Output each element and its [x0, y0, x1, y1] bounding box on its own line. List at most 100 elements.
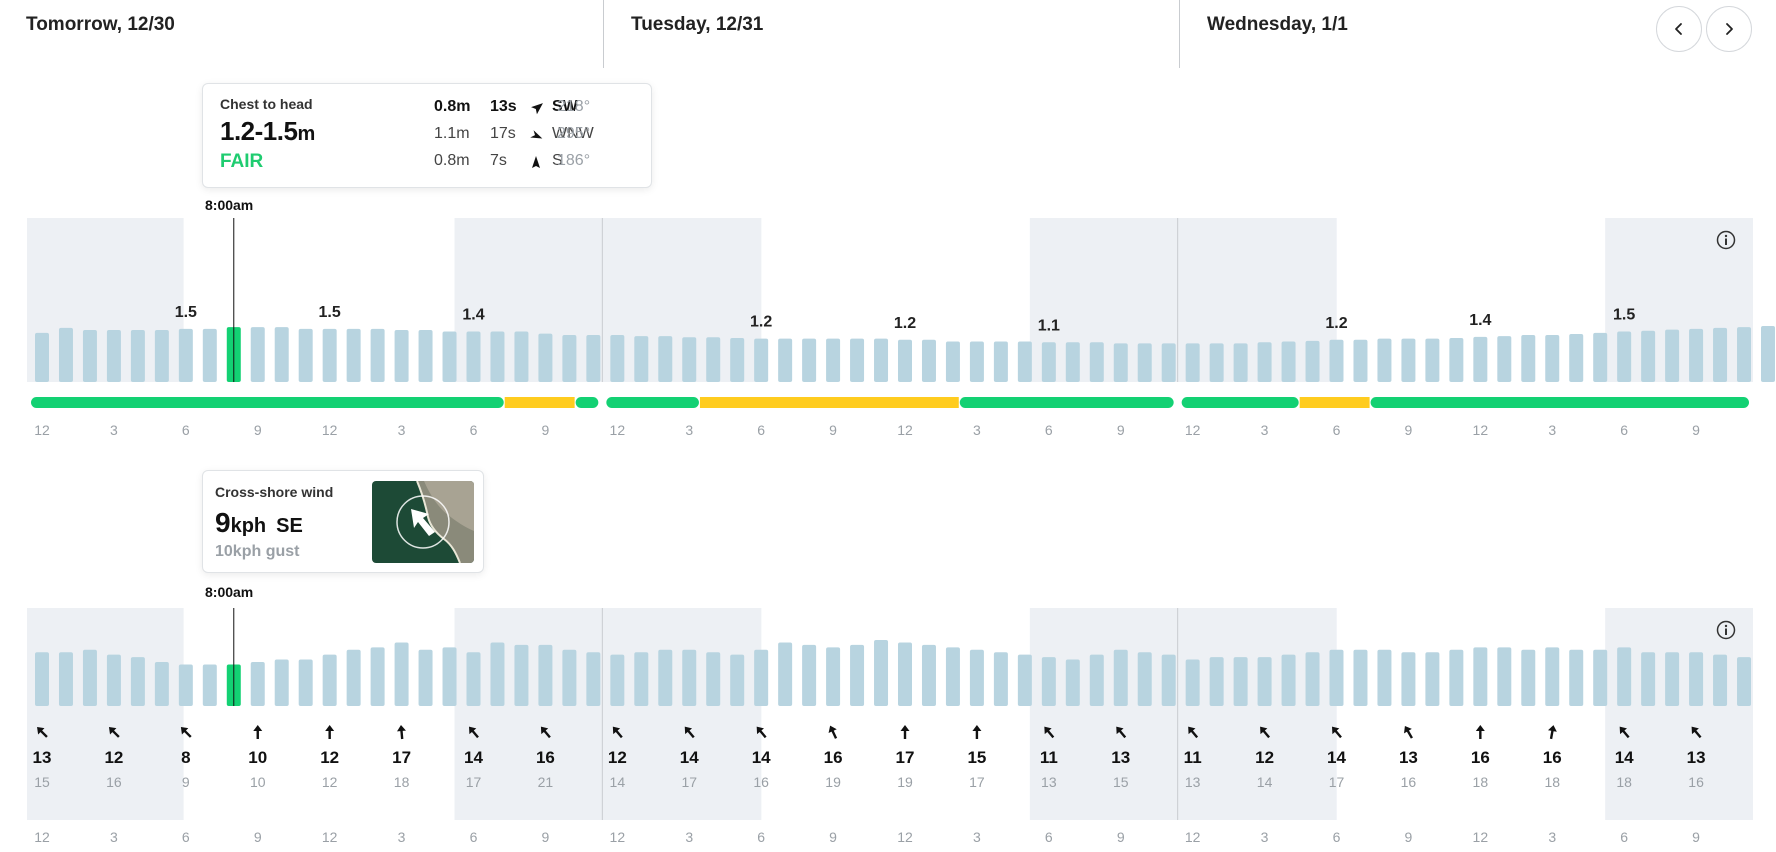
wind-bar: [562, 649, 577, 706]
surf-bar: [921, 339, 936, 382]
surf-bar: [993, 341, 1008, 382]
surf-bar: [778, 338, 793, 382]
time-tick-label: 12: [897, 829, 913, 845]
surf-bar: [35, 332, 49, 382]
surf-bar: [298, 328, 313, 382]
surf-bar: [1305, 340, 1320, 382]
wind-speed-label: 16: [1471, 748, 1490, 767]
wind-speed-label: 11: [1040, 748, 1058, 767]
wind-bar: [1113, 649, 1128, 706]
surf-bar: [969, 341, 984, 382]
surf-bar: [1665, 329, 1680, 382]
surf-bar: [945, 341, 960, 382]
day-title-2: Wednesday, 1/1: [1207, 14, 1348, 35]
wind-arrow-icon: [1404, 725, 1413, 739]
wind-bar: [442, 647, 457, 706]
wind-arrow-icon: [1044, 726, 1055, 739]
surf-bar: [1617, 331, 1632, 382]
surf-bar: [1449, 337, 1464, 382]
swell-degrees: 295°: [557, 125, 591, 142]
surf-bar: [322, 328, 337, 382]
wind-gust-label: 18: [1473, 774, 1489, 790]
wind-speed-value: 9: [215, 507, 231, 538]
surf-peak-label: 1.5: [319, 304, 341, 321]
surf-bar: [1521, 335, 1536, 382]
wind-arrow-icon: [325, 725, 335, 739]
surf-bar: [442, 331, 457, 382]
wind-tooltip: Cross-shore wind 9kph SE 10kph gust: [202, 470, 484, 573]
wind-arrow-icon: [1116, 726, 1127, 739]
surf-bar: [1593, 332, 1608, 382]
time-tick-label: 6: [470, 829, 478, 845]
wind-gust-label: 10: [250, 774, 266, 790]
wind-arrow-icon: [972, 725, 982, 739]
surf-range: 1.2-1.5m: [220, 116, 315, 147]
surf-bar: [274, 327, 289, 382]
time-tick-label: 12: [1185, 422, 1201, 438]
wind-bar: [250, 662, 265, 706]
wind-arrow-icon: [1475, 725, 1485, 739]
surf-bar: [1017, 341, 1032, 382]
wind-bar: [370, 647, 385, 706]
info-icon[interactable]: [1716, 620, 1736, 640]
time-tick-label: 9: [829, 829, 837, 845]
surf-tooltip: Chest to head 1.2-1.5m FAIR 0.8m 13s SW 2…: [202, 83, 652, 188]
time-tick-label: 6: [757, 829, 765, 845]
time-tick-label: 3: [685, 422, 693, 438]
wind-bar: [346, 649, 361, 706]
selected-time-label: 8:00am: [205, 197, 254, 213]
time-tick-label: 12: [322, 829, 338, 845]
wind-gust-label: 15: [34, 774, 50, 790]
wind-bar: [969, 649, 984, 706]
surf-bar: [1257, 342, 1272, 382]
wind-gust-label: 18: [394, 774, 410, 790]
wind-bar: [610, 654, 625, 706]
wind-speed-label: 14: [680, 748, 699, 767]
wind-arrow-icon: [108, 727, 120, 738]
info-icon[interactable]: [1716, 230, 1736, 250]
time-tick-label: 12: [897, 422, 913, 438]
surf-bar: [1401, 338, 1416, 382]
wind-gust-label: 13: [1185, 774, 1201, 790]
surf-chart[interactable]: 1.5 1.5 1.4 1.2 1.2 1.1 1.2 1.4 1.5 12 3 6 9 12 3 6 9 12 3…: [0, 190, 1776, 450]
surf-peak-label: 1.2: [894, 315, 916, 332]
wind-speed-label: 14: [1327, 748, 1346, 767]
wind-bar: [394, 642, 409, 706]
next-button[interactable]: [1706, 6, 1752, 52]
surf-bar: [562, 335, 577, 382]
wind-bar: [1305, 652, 1320, 706]
wind-speed-label: 17: [896, 748, 915, 767]
time-tick-label: 6: [1045, 422, 1053, 438]
surf-bar: [706, 337, 721, 382]
wind-bar: [418, 649, 433, 706]
wind-arrow-icon: [397, 725, 406, 740]
wind-arrow-icon: [1547, 725, 1557, 740]
time-tick-label: 12: [1473, 829, 1489, 845]
wind-map-thumbnail[interactable]: [372, 481, 474, 563]
surf-bar: [490, 331, 505, 382]
time-tick-label: 6: [1620, 422, 1628, 438]
time-tick-label: 3: [1261, 422, 1269, 438]
surf-bar: [1209, 343, 1224, 382]
wind-gust: 10kph gust: [215, 543, 300, 560]
wind-speed-label: 11: [1184, 748, 1202, 767]
time-tick-label: 9: [254, 422, 262, 438]
wind-chart[interactable]: 13 15 12 16 8 9 10 10 12 12 17 18 14 17 16 21 12 14 14 17 14…: [0, 580, 1776, 852]
wind-arrow-icon: [540, 726, 551, 739]
surf-bar: [418, 330, 433, 382]
wind-arrow-icon: [37, 727, 48, 738]
surf-bar: [1281, 341, 1296, 382]
surf-bar: [1161, 343, 1176, 382]
wind-arrow-icon: [684, 726, 695, 739]
surf-bar: [754, 338, 769, 382]
time-tick-label: 9: [1117, 829, 1125, 845]
wind-title: Cross-shore wind: [215, 484, 334, 500]
time-tick-label: 9: [542, 422, 550, 438]
wind-bar: [778, 642, 793, 706]
rating-segment: [1299, 397, 1370, 408]
swell-direction: SW: [552, 98, 578, 115]
surf-bar: [1089, 342, 1104, 382]
wind-arrow-icon: [469, 726, 479, 739]
time-tick-label: 6: [1045, 829, 1053, 845]
prev-button[interactable]: [1656, 6, 1702, 52]
